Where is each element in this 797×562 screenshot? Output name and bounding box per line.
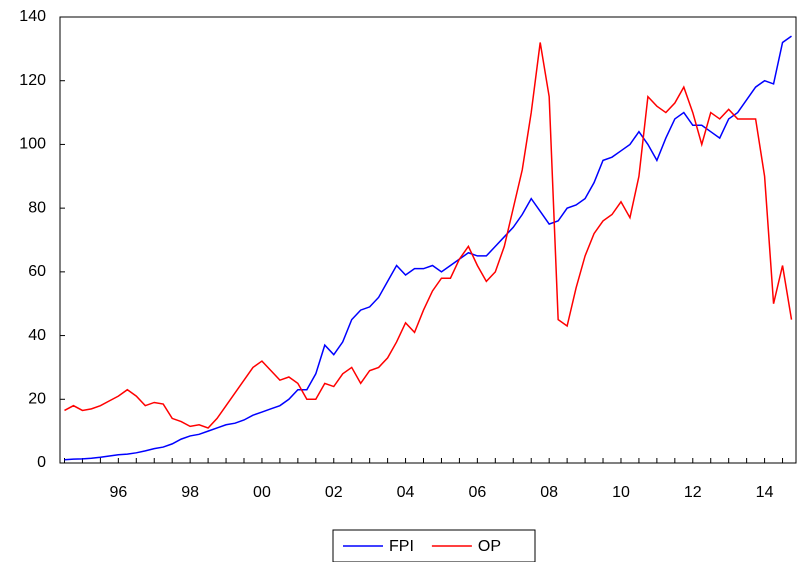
y-tick-label: 80 (28, 199, 46, 216)
y-tick-label: 40 (28, 327, 46, 344)
x-tick-label: 02 (325, 484, 343, 501)
x-tick-label: 08 (540, 484, 558, 501)
y-tick-label: 100 (19, 136, 46, 153)
y-tick-label: 0 (37, 454, 46, 471)
legend-label: OP (478, 538, 501, 555)
series-line (64, 42, 793, 429)
x-tick-label: 98 (181, 484, 199, 501)
y-tick-label: 140 (19, 8, 46, 25)
x-tick-label: 04 (397, 484, 415, 501)
x-tick-label: 12 (684, 484, 702, 501)
x-tick-label: 00 (253, 484, 271, 501)
y-tick-label: 20 (28, 391, 46, 408)
y-tick-label: 60 (28, 263, 46, 280)
series-line (64, 35, 792, 461)
x-tick-label: 14 (756, 484, 774, 501)
plot-frame (59, 16, 797, 464)
x-tick-label: 10 (612, 484, 630, 501)
x-tick-label: 06 (468, 484, 486, 501)
y-tick-label: 120 (19, 72, 46, 89)
legend-label: FPI (389, 538, 414, 555)
x-tick-label: 96 (109, 484, 127, 501)
